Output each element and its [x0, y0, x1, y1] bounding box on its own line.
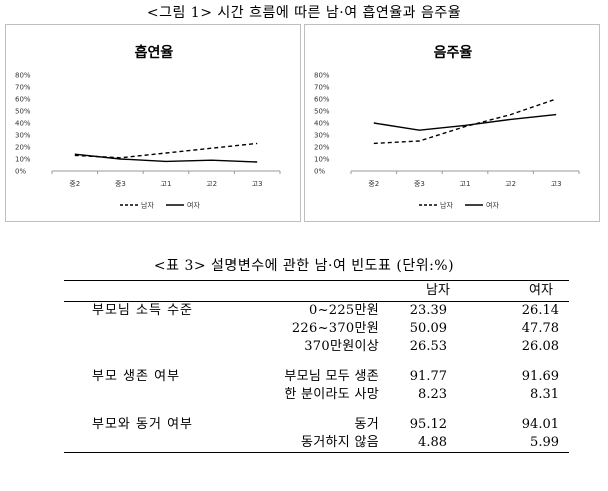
- female-value: 8.31: [530, 387, 559, 402]
- female-value: 26.08: [521, 339, 559, 354]
- table-row: 부모님 소득 수준 0~225만원 23.39 26.14: [64, 302, 569, 320]
- smoking-y-tick-label: 30%: [15, 132, 31, 140]
- frequency-table: 남자 여자 부모님 소득 수준 0~225만원 23.39 26.14 226~…: [64, 280, 569, 453]
- drinking-legend-label: 여자: [486, 201, 499, 210]
- category-label: 부모 생존 여부: [92, 369, 181, 384]
- row-label: 0~225만원: [309, 303, 379, 318]
- smoking-series-line-male: [74, 142, 258, 159]
- male-value: 23.39: [409, 303, 447, 318]
- header-female: 여자: [529, 283, 553, 298]
- category-label: 부모와 동거 여부: [92, 417, 193, 432]
- row-label: 동거하지 않음: [301, 435, 379, 450]
- table-row: 부모와 동거 여부 동거 95.12 94.01: [64, 416, 569, 434]
- smoking-y-tick-label: 10%: [15, 156, 31, 164]
- table-caption: <표 3> 설명변수에 관한 남·여 빈도표 (단위:%): [153, 258, 455, 274]
- drinking-y-tick-label: 70%: [314, 84, 330, 92]
- smoking-x-tick-label: 중2: [69, 180, 80, 188]
- male-value: 50.09: [409, 321, 447, 336]
- table-row: 370만원이상 26.53 26.08: [64, 338, 569, 356]
- male-value: 26.53: [409, 339, 447, 354]
- female-value: 26.14: [521, 303, 559, 318]
- drinking-y-tick-label: 10%: [314, 156, 330, 164]
- smoking-x-tick-label: 고1: [161, 180, 172, 188]
- drinking-y-tick-label: 0%: [314, 168, 325, 176]
- category-label: 부모님 소득 수준: [92, 303, 193, 318]
- smoking-legend-label: 남자: [141, 201, 154, 210]
- drinking-x-tick-label: 고3: [551, 180, 562, 188]
- figure-caption: <그림 1> 시간 흐름에 따른 남·여 흡연율과 음주율: [146, 5, 462, 21]
- drinking-y-tick-label: 60%: [314, 96, 330, 104]
- table-row: 부모 생존 여부 부모님 모두 생존 91.77 91.69: [64, 368, 569, 386]
- smoking-x-tick-label: 고2: [206, 180, 217, 188]
- header-male: 남자: [426, 283, 450, 298]
- smoking-y-tick-label: 0%: [15, 168, 26, 176]
- drinking-chart-title: 음주율: [434, 44, 473, 61]
- smoking-rate-svg: 흡연율 0% 10% 20% 30% 40% 50% 60% 70% 80% 중2 중3 고1 고2 고3 남…: [15, 44, 281, 210]
- drinking-rate-svg: 음주율 0% 10% 20% 30% 40% 50% 60% 70% 80% 중2 중3 고1 고2 고3 남…: [314, 44, 580, 210]
- table-spacer: [64, 356, 569, 368]
- smoking-rate-chart: 흡연율 0% 10% 20% 30% 40% 50% 60% 70% 80% 중2 중3 고1 고2 고3 남…: [5, 24, 301, 222]
- drinking-x-tick-label: 중3: [414, 180, 425, 188]
- drinking-x-tick-label: 중2: [368, 180, 379, 188]
- drinking-y-tick-label: 50%: [314, 108, 330, 116]
- smoking-x-tick-label: 중3: [115, 180, 126, 188]
- male-value: 4.88: [418, 435, 447, 450]
- smoking-chart-title: 흡연율: [135, 44, 174, 61]
- table-spacer: [64, 404, 569, 416]
- male-value: 8.23: [418, 387, 447, 402]
- drinking-series-line-female: [373, 113, 557, 131]
- smoking-series-line-female: [74, 153, 258, 163]
- smoking-y-tick-label: 40%: [15, 120, 31, 128]
- drinking-y-tick-label: 80%: [314, 72, 330, 80]
- smoking-y-tick-label: 80%: [15, 72, 31, 80]
- row-label: 부모님 모두 생존: [284, 369, 379, 384]
- female-value: 91.69: [521, 369, 559, 384]
- female-value: 47.78: [521, 321, 559, 336]
- smoking-y-tick-label: 60%: [15, 96, 31, 104]
- row-label: 동거: [354, 417, 379, 432]
- drinking-y-tick-label: 20%: [314, 144, 330, 152]
- drinking-legend-label: 남자: [440, 201, 453, 210]
- smoking-y-tick-label: 20%: [15, 144, 31, 152]
- row-label: 한 분이라도 사망: [284, 387, 379, 402]
- female-value: 94.01: [521, 417, 559, 432]
- drinking-y-tick-label: 40%: [314, 120, 330, 128]
- table-row: 226~370만원 50.09 47.78: [64, 320, 569, 338]
- table-row: 한 분이라도 사망 8.23 8.31: [64, 386, 569, 404]
- table-header-row: 남자 여자: [64, 281, 569, 302]
- drinking-rate-chart: 음주율 0% 10% 20% 30% 40% 50% 60% 70% 80% 중2 중3 고1 고2 고3 남…: [304, 24, 600, 222]
- female-value: 5.99: [530, 435, 559, 450]
- smoking-y-tick-label: 70%: [15, 84, 31, 92]
- drinking-x-tick-label: 고1: [460, 180, 471, 188]
- drinking-series-line-male: [373, 98, 557, 145]
- row-label: 370만원이상: [304, 339, 379, 354]
- male-value: 91.77: [409, 369, 447, 384]
- smoking-y-tick-label: 50%: [15, 108, 31, 116]
- smoking-legend-label: 여자: [187, 201, 200, 210]
- row-label: 226~370만원: [291, 321, 379, 336]
- male-value: 95.12: [409, 417, 447, 432]
- smoking-x-tick-label: 고3: [252, 180, 263, 188]
- drinking-x-tick-label: 고2: [505, 180, 516, 188]
- table-row: 동거하지 않음 4.88 5.99: [64, 434, 569, 452]
- drinking-y-tick-label: 30%: [314, 132, 330, 140]
